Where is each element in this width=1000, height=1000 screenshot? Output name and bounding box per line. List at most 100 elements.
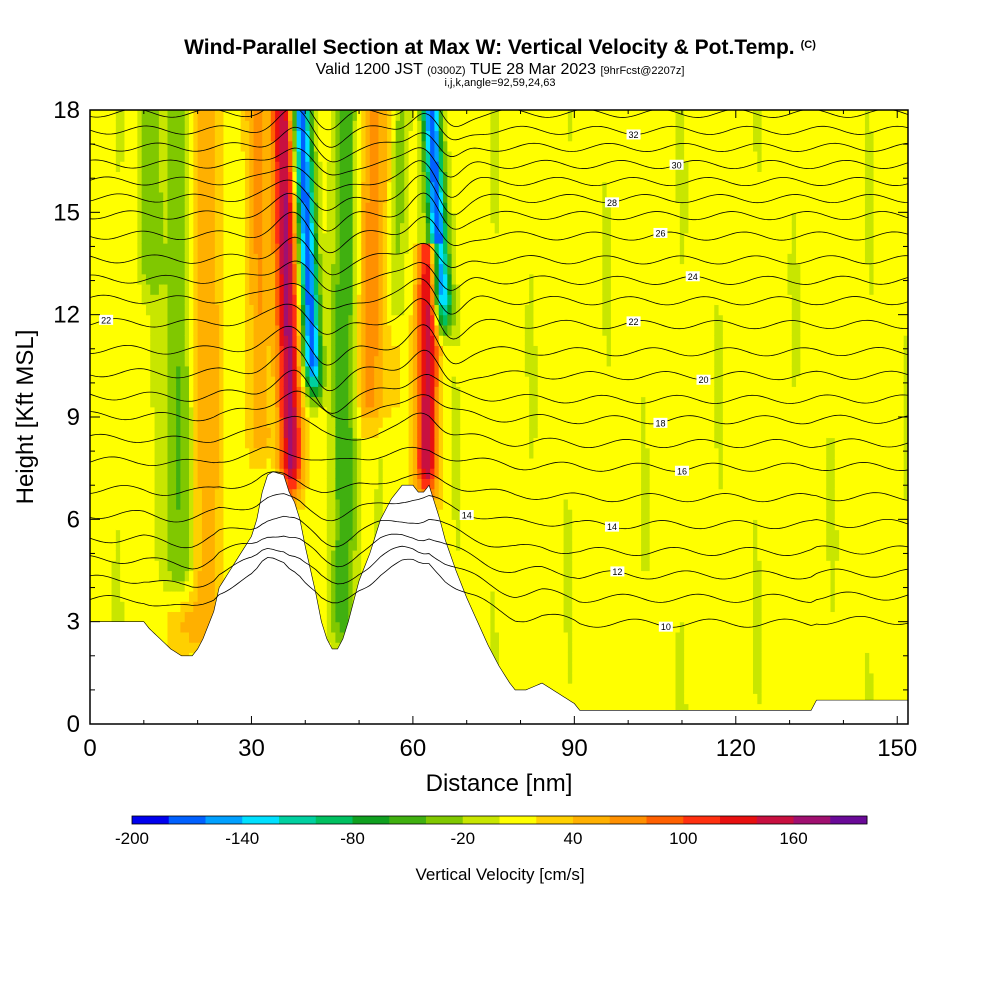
velocity-cell <box>369 376 375 387</box>
velocity-cell <box>154 560 160 572</box>
velocity-cell <box>107 150 113 162</box>
velocity-cell <box>111 457 117 469</box>
velocity-cell <box>232 324 237 336</box>
velocity-cell <box>339 130 345 142</box>
velocity-cell <box>412 294 418 306</box>
velocity-cell <box>158 120 164 132</box>
velocity-cell <box>348 253 354 265</box>
velocity-cell <box>176 263 182 275</box>
velocity-cell <box>90 273 95 285</box>
velocity-cell <box>206 355 212 367</box>
velocity-cell <box>408 181 414 193</box>
velocity-cell <box>352 355 358 367</box>
velocity-cell <box>275 202 281 213</box>
velocity-cell <box>244 243 250 254</box>
velocity-cell <box>313 232 319 244</box>
velocity-cell <box>236 120 242 132</box>
velocity-cell <box>352 386 358 398</box>
velocity-cell <box>98 519 104 531</box>
velocity-cell <box>270 171 276 183</box>
velocity-cell <box>193 294 199 306</box>
velocity-cell <box>214 150 220 162</box>
velocity-cell <box>163 570 169 582</box>
velocity-cell <box>318 314 324 326</box>
velocity-cell <box>244 324 250 336</box>
velocity-cell <box>387 243 392 254</box>
velocity-cell <box>425 171 431 183</box>
velocity-cell <box>404 130 410 142</box>
velocity-cell <box>158 478 164 490</box>
velocity-cell <box>141 324 147 336</box>
velocity-cell <box>111 509 117 520</box>
velocity-cell <box>227 355 233 367</box>
velocity-cell <box>189 120 194 132</box>
velocity-cell <box>322 150 328 162</box>
velocity-cell <box>344 140 349 152</box>
velocity-cell <box>232 232 237 244</box>
velocity-cell <box>249 161 255 172</box>
velocity-cell <box>257 427 263 439</box>
velocity-cell <box>430 345 436 357</box>
velocity-cell <box>288 130 293 142</box>
velocity-cell <box>90 590 95 602</box>
velocity-cell <box>300 324 306 336</box>
velocity-cell <box>305 478 311 490</box>
velocity-cell <box>150 110 156 121</box>
velocity-cell <box>348 335 354 346</box>
velocity-cell <box>94 283 100 295</box>
velocity-cell <box>395 345 401 357</box>
velocity-cell <box>322 345 328 357</box>
velocity-cell <box>262 232 268 244</box>
velocity-cell <box>253 243 259 254</box>
velocity-cell <box>163 120 169 132</box>
velocity-cell <box>197 150 203 162</box>
velocity-cell <box>313 560 319 572</box>
velocity-cell <box>361 335 367 346</box>
velocity-cell <box>141 283 147 295</box>
velocity-cell <box>399 406 405 418</box>
velocity-cell <box>374 232 380 244</box>
velocity-cell <box>326 181 332 193</box>
velocity-cell <box>171 621 177 633</box>
velocity-cell <box>158 355 164 367</box>
velocity-cell <box>430 191 436 203</box>
velocity-cell <box>94 560 100 572</box>
velocity-cell <box>154 447 160 459</box>
velocity-cell <box>270 335 276 346</box>
velocity-cell <box>292 335 298 346</box>
velocity-cell <box>262 406 268 418</box>
velocity-cell <box>223 140 229 152</box>
velocity-cell <box>318 212 324 224</box>
velocity-cell <box>227 243 233 254</box>
velocity-cell <box>318 232 324 244</box>
velocity-cell <box>417 202 423 213</box>
velocity-cell <box>318 539 324 551</box>
velocity-cell <box>145 283 151 295</box>
velocity-cell <box>128 406 134 418</box>
velocity-cell <box>201 150 207 162</box>
velocity-cell <box>244 478 250 490</box>
velocity-cell <box>102 355 108 367</box>
velocity-cell <box>378 263 384 275</box>
velocity-cell <box>232 406 237 418</box>
velocity-cell <box>270 283 276 295</box>
velocity-cell <box>128 120 134 132</box>
velocity-cell <box>404 243 410 254</box>
velocity-cell <box>184 283 190 295</box>
velocity-cell <box>395 212 401 224</box>
velocity-cell <box>313 376 319 387</box>
velocity-cell <box>137 355 143 367</box>
velocity-cell <box>369 294 375 306</box>
velocity-cell <box>288 406 293 418</box>
velocity-cell <box>288 202 293 213</box>
velocity-cell <box>361 457 367 469</box>
velocity-cell <box>115 283 121 295</box>
velocity-cell <box>189 478 194 490</box>
velocity-cell <box>232 498 237 510</box>
velocity-cell <box>197 550 203 561</box>
velocity-cell <box>163 191 169 203</box>
velocity-cell <box>288 294 293 306</box>
velocity-cell <box>94 191 100 203</box>
velocity-cell <box>296 324 302 336</box>
velocity-cell <box>262 457 268 469</box>
